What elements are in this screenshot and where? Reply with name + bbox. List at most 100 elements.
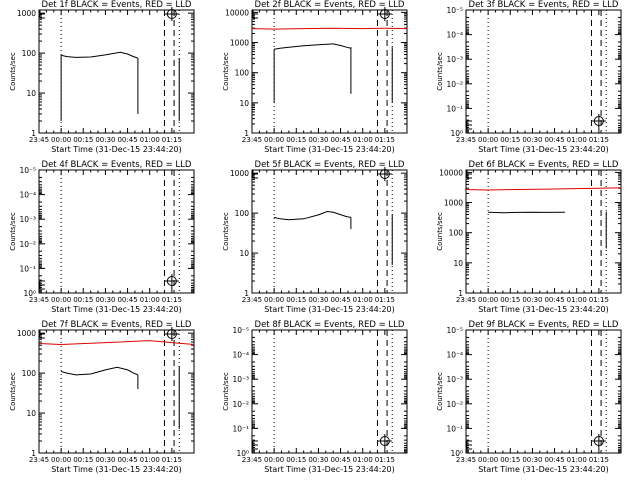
x-tick-label: 01:15 — [375, 296, 395, 304]
e-flag-marker — [39, 280, 45, 290]
x-tick-label: 00:00 — [51, 456, 71, 464]
panel-title: Det 6f BLACK = Events, RED = LLD — [469, 160, 619, 170]
x-tick-label: 01:15 — [589, 456, 609, 464]
x-tick-label: 00:30 — [95, 296, 115, 304]
x-tick-label: 01:00 — [353, 296, 373, 304]
panel-title: Det 8f BLACK = Events, RED = LLD — [255, 320, 405, 330]
y-tick-label: 1 — [244, 289, 249, 298]
x-axis-label: Start Time (31-Dec-15 23:44:20) — [264, 305, 395, 314]
x-tick-label: 00:15 — [286, 136, 306, 144]
x-tick-label: 00:45 — [330, 456, 350, 464]
y-tick-label: 10⁻⁵ — [232, 326, 249, 335]
x-axis-label: Start Time (31-Dec-15 23:44:20) — [51, 305, 182, 314]
e-flag-marker — [39, 9, 45, 19]
y-tick-label: 1000 — [230, 39, 249, 48]
panel-title: Det 4f BLACK = Events, RED = LLD — [42, 160, 192, 170]
event-rate-line — [488, 211, 565, 214]
x-axis-label: Start Time (31-Dec-15 23:44:20) — [478, 305, 609, 314]
x-tick-label: 00:30 — [308, 296, 328, 304]
y-axis-label: Counts/sec — [9, 52, 17, 91]
x-tick-label: 01:15 — [589, 296, 609, 304]
x-tick-label: 01:00 — [353, 456, 373, 464]
x-axis-label: Start Time (31-Dec-15 23:44:20) — [264, 465, 395, 474]
panel-title: Det 9f BLACK = Events, RED = LLD — [469, 320, 619, 330]
x-tick-label: 23:45 — [456, 296, 476, 304]
y-axis-label: Counts/sec — [436, 212, 444, 251]
e-flag-marker — [466, 440, 472, 450]
x-tick-label: 01:00 — [567, 136, 587, 144]
y-tick-label: 10⁻² — [232, 400, 249, 409]
y-tick-label: 10⁻⁴ — [446, 351, 463, 360]
y-tick-label: 10 — [239, 99, 249, 108]
detector-panel-4: Det 4f BLACK = Events, RED = LLD 10⁰ 10⁻¹ 1… — [9, 160, 195, 314]
x-tick-label: 01:15 — [162, 456, 182, 464]
detector-panel-2: Det 2f BLACK = Events, RED = LLD 1 10 100 10… — [222, 0, 408, 154]
event-rate-line — [60, 51, 139, 59]
y-tick-label: 1000 — [444, 199, 463, 208]
x-tick-label: 00:15 — [286, 456, 306, 464]
y-tick-label: 10⁻³ — [446, 375, 463, 384]
y-axis-label: Counts/sec — [436, 372, 444, 411]
y-tick-label: 10⁻¹ — [446, 424, 463, 433]
y-tick-label: 10 — [26, 89, 36, 98]
x-tick-label: 01:15 — [375, 456, 395, 464]
y-tick-label: 10⁰ — [23, 289, 36, 298]
x-tick-label: 00:00 — [51, 136, 71, 144]
y-tick-label: 10⁻⁴ — [446, 31, 463, 40]
y-tick-label: 10⁻⁴ — [19, 191, 36, 200]
plot-frame — [465, 9, 622, 134]
y-axis-label: Counts/sec — [222, 52, 230, 91]
detector-panel-1: Det 1f BLACK = Events, RED = LLD 1 10 100 10… — [9, 0, 195, 154]
y-tick-label: 10⁻¹ — [19, 264, 36, 273]
x-tick-label: 00:45 — [117, 456, 137, 464]
y-tick-label: 10⁻² — [19, 240, 36, 249]
y-tick-label: 10⁻⁵ — [446, 6, 463, 15]
x-tick-label: 00:45 — [117, 136, 137, 144]
y-tick-label: 1 — [31, 449, 36, 458]
e-flag-marker — [39, 329, 45, 339]
y-tick-label: 1 — [458, 289, 463, 298]
plot-frame — [38, 169, 195, 294]
x-tick-label: 00:45 — [544, 456, 564, 464]
x-axis-label: Start Time (31-Dec-15 23:44:20) — [51, 465, 182, 474]
x-tick-label: 00:00 — [264, 456, 284, 464]
x-tick-label: 00:30 — [522, 136, 542, 144]
plot-frame — [38, 9, 195, 134]
event-rate-line — [274, 43, 352, 50]
y-tick-label: 10⁰ — [450, 129, 463, 138]
panel-title: Det 2f BLACK = Events, RED = LLD — [255, 0, 405, 10]
plot-frame — [38, 329, 195, 454]
x-tick-label: 23:45 — [456, 456, 476, 464]
lld-rate-line — [465, 187, 622, 191]
y-axis-label: Counts/sec — [9, 372, 17, 411]
plot-frame — [251, 169, 408, 294]
y-tick-label: 10 — [453, 259, 463, 268]
y-axis-label: Counts/sec — [222, 372, 230, 411]
x-tick-label: 00:15 — [500, 296, 520, 304]
x-tick-label: 23:45 — [456, 136, 476, 144]
detector-panel-5: Det 5f BLACK = Events, RED = LLD 1 10 100 10… — [222, 160, 408, 314]
x-tick-label: 00:30 — [308, 136, 328, 144]
x-tick-label: 01:00 — [140, 136, 160, 144]
y-tick-label: 1000 — [17, 9, 36, 18]
x-tick-label: 00:00 — [51, 296, 71, 304]
y-tick-label: 10⁻⁴ — [232, 351, 249, 360]
x-axis-label: Start Time (31-Dec-15 23:44:20) — [264, 145, 395, 154]
x-tick-label: 00:00 — [264, 296, 284, 304]
x-tick-label: 00:00 — [478, 456, 498, 464]
x-tick-label: 23:45 — [29, 296, 49, 304]
plot-frame — [251, 9, 408, 134]
x-tick-label: 00:45 — [117, 296, 137, 304]
x-tick-label: 01:15 — [589, 136, 609, 144]
x-tick-label: 00:00 — [264, 136, 284, 144]
x-tick-label: 00:15 — [73, 456, 93, 464]
x-tick-label: 00:15 — [73, 136, 93, 144]
x-tick-label: 00:15 — [500, 456, 520, 464]
x-tick-label: 00:45 — [544, 296, 564, 304]
x-tick-label: 01:00 — [353, 136, 373, 144]
x-tick-label: 01:00 — [567, 456, 587, 464]
y-tick-label: 10 — [239, 249, 249, 258]
y-tick-label: 10⁻⁵ — [19, 166, 36, 175]
detector-panel-8: Det 8f BLACK = Events, RED = LLD 10⁰ 10⁻¹ 1… — [222, 320, 408, 474]
y-tick-label: 1 — [31, 129, 36, 138]
